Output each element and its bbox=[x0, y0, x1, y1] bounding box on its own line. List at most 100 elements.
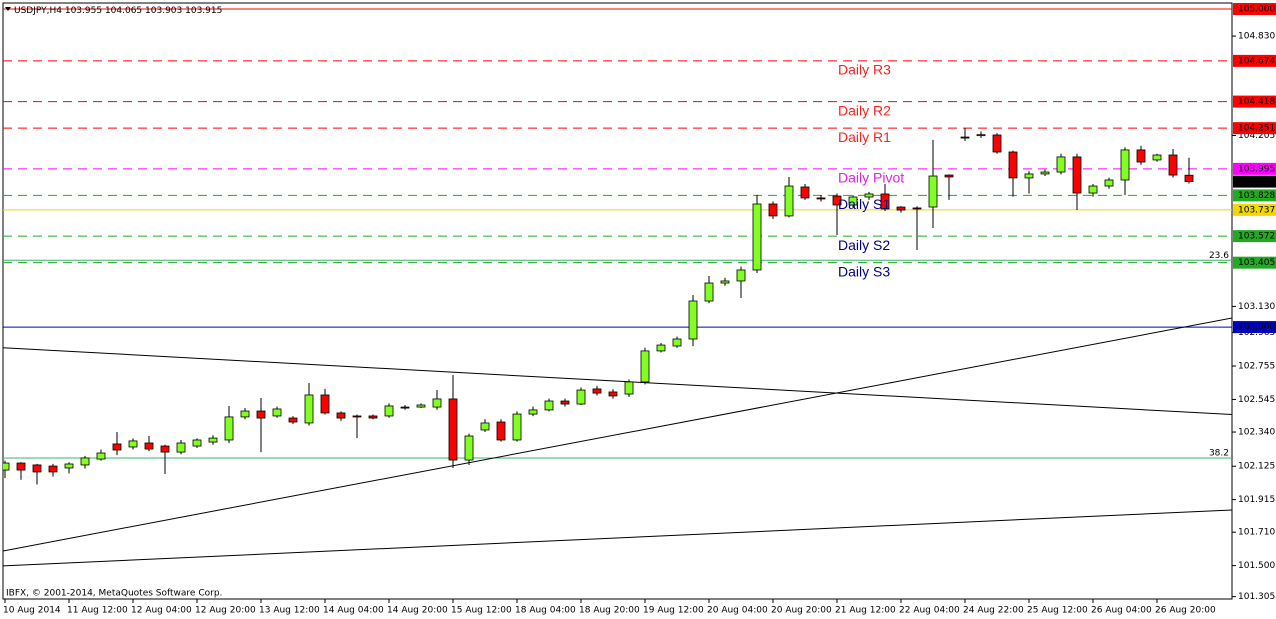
x-tick-label: 18 Aug 20:00 bbox=[579, 606, 640, 616]
x-tick-label: 11 Aug 12:00 bbox=[67, 606, 128, 616]
candle-body bbox=[320, 394, 330, 414]
x-tick-label: 26 Aug 20:00 bbox=[1155, 606, 1216, 616]
candle-body bbox=[288, 417, 298, 423]
candle-body bbox=[928, 175, 938, 208]
candle-body bbox=[1120, 149, 1130, 181]
fib-label: 23.6 bbox=[1209, 251, 1229, 261]
candle-body bbox=[800, 186, 810, 199]
candle-body bbox=[496, 421, 506, 441]
candle-body bbox=[480, 422, 490, 431]
candle-body bbox=[768, 203, 778, 217]
x-tick-label: 18 Aug 04:00 bbox=[515, 606, 576, 616]
candle-body bbox=[208, 437, 218, 443]
candle-body bbox=[912, 207, 922, 210]
high: 104.065 bbox=[105, 6, 142, 16]
candle-body bbox=[832, 195, 842, 206]
trendline bbox=[3, 317, 1232, 552]
y-tick-label: 102.125 bbox=[1238, 462, 1275, 472]
candle-body bbox=[128, 440, 138, 448]
candle-body bbox=[608, 391, 618, 397]
candle-body bbox=[560, 400, 570, 405]
candle-body bbox=[864, 193, 874, 198]
price-box-label: 103.405 bbox=[1238, 258, 1275, 268]
candle-body bbox=[784, 185, 794, 217]
candle-body bbox=[336, 412, 346, 419]
candle-body bbox=[1136, 149, 1146, 163]
candle-body bbox=[736, 269, 746, 282]
level-name: Daily S2 bbox=[838, 237, 890, 253]
candle-body bbox=[112, 443, 122, 451]
candle-body bbox=[160, 445, 170, 453]
y-tick-label: 101.500 bbox=[1238, 561, 1275, 571]
candle-body bbox=[592, 388, 602, 394]
candle-body bbox=[944, 174, 954, 178]
candle-body bbox=[432, 398, 442, 408]
plot-frame bbox=[2, 2, 1233, 600]
x-tick-label: 22 Aug 04:00 bbox=[899, 606, 960, 616]
close: 103.915 bbox=[185, 6, 222, 16]
current-price-label: 103.915 bbox=[1238, 177, 1275, 187]
candle-body bbox=[672, 338, 682, 347]
candle-body bbox=[352, 415, 362, 418]
x-tick-label: 12 Aug 04:00 bbox=[131, 606, 192, 616]
price-box-label: 103.000 bbox=[1238, 323, 1275, 333]
candle-body bbox=[752, 203, 762, 271]
price-box-label: 103.737 bbox=[1238, 205, 1275, 215]
candle-body bbox=[640, 350, 650, 383]
price-box bbox=[1233, 122, 1276, 135]
candle-body bbox=[1008, 151, 1018, 179]
price-box-label: 104.674 bbox=[1238, 56, 1275, 66]
price-box bbox=[1233, 203, 1276, 216]
candle-body bbox=[848, 196, 858, 206]
candle-body bbox=[704, 282, 714, 302]
candle-body bbox=[48, 465, 58, 473]
x-tick-label: 10 Aug 2014 bbox=[3, 606, 61, 616]
price-box bbox=[1233, 230, 1276, 243]
candle-body bbox=[1056, 156, 1066, 173]
y-tick-label: 102.755 bbox=[1238, 362, 1275, 372]
candle-body bbox=[1072, 156, 1082, 194]
candle-body bbox=[368, 415, 378, 419]
price-box bbox=[1233, 256, 1276, 269]
candle-body bbox=[400, 406, 410, 409]
candle-body bbox=[448, 398, 458, 461]
trendline bbox=[3, 509, 1232, 567]
candle-body bbox=[1152, 154, 1162, 161]
candle-body bbox=[64, 463, 74, 469]
price-box-label: 105.000 bbox=[1238, 5, 1275, 15]
candle-body bbox=[1088, 185, 1098, 194]
candle-body bbox=[896, 206, 906, 211]
x-tick-label: 13 Aug 12:00 bbox=[259, 606, 320, 616]
candle-body bbox=[816, 197, 826, 200]
candle-body bbox=[960, 136, 970, 139]
price-box-label: 104.251 bbox=[1238, 124, 1275, 134]
menu-arrow[interactable] bbox=[5, 7, 11, 11]
candle-body bbox=[544, 400, 554, 411]
x-tick-label: 12 Aug 20:00 bbox=[195, 606, 256, 616]
price-box bbox=[1233, 162, 1276, 175]
level-name: Daily R3 bbox=[838, 62, 891, 78]
y-tick-label: 102.965 bbox=[1238, 328, 1275, 338]
y-tick-label: 102.340 bbox=[1238, 428, 1275, 438]
candle-body bbox=[992, 134, 1002, 153]
candle-body bbox=[688, 300, 698, 340]
symbol: USDJPY,H4 bbox=[14, 6, 62, 16]
level-name: Daily Pivot bbox=[838, 170, 904, 186]
x-tick-label: 25 Aug 12:00 bbox=[1027, 606, 1088, 616]
trendline bbox=[3, 347, 1232, 416]
header: USDJPY,H4 103.955 104.065 103.903 103.91… bbox=[14, 6, 222, 16]
candle-body bbox=[720, 280, 730, 284]
candle-body bbox=[656, 344, 666, 352]
price-box-label: 103.995 bbox=[1238, 164, 1275, 174]
low: 103.903 bbox=[145, 6, 182, 16]
y-tick-label: 101.710 bbox=[1238, 528, 1275, 538]
candle-body bbox=[272, 408, 282, 417]
candle-body bbox=[384, 405, 394, 417]
current-price-box bbox=[1233, 175, 1276, 188]
level-name: Daily S3 bbox=[838, 263, 890, 279]
candle-body bbox=[32, 464, 42, 473]
x-tick-label: 20 Aug 20:00 bbox=[771, 606, 832, 616]
candle-body bbox=[880, 193, 890, 210]
